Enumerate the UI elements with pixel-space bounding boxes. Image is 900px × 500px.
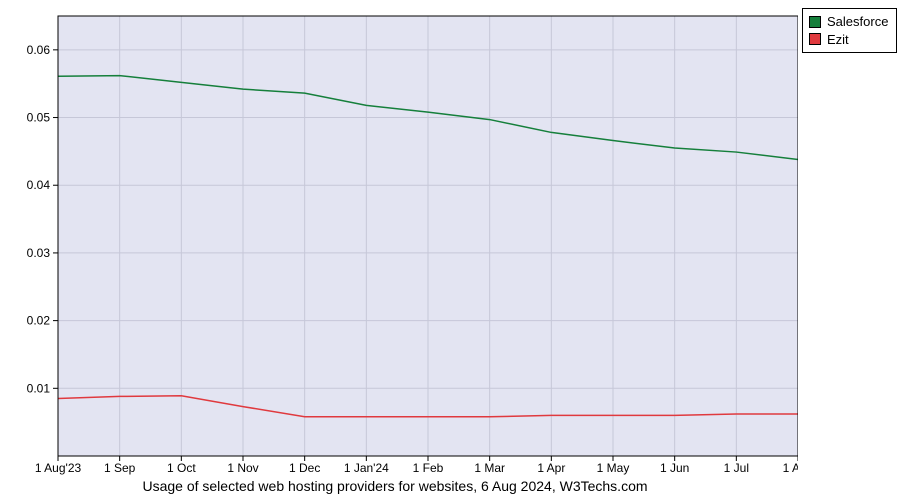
x-tick-label: 1 Jul	[724, 461, 749, 475]
legend: SalesforceEzit	[802, 8, 897, 53]
chart-container: 1 Aug'23 1 Sep 1 Oct 1 Nov 1 Dec 1 Jan'24 1 Fe…	[0, 0, 900, 500]
legend-item: Salesforce	[809, 13, 888, 31]
x-tick-label: 1 Apr	[537, 461, 565, 475]
chart-caption: Usage of selected web hosting providers …	[0, 478, 790, 494]
line-chart: 1 Aug'23 1 Sep 1 Oct 1 Nov 1 Dec 1 Jan'24 1 Fe…	[8, 8, 798, 478]
y-tick-label: 0.05	[27, 111, 51, 125]
x-tick-label: 1 Nov	[227, 461, 258, 475]
legend-item: Ezit	[809, 31, 888, 49]
y-tick-label: 0.06	[27, 43, 51, 57]
y-tick-label: 0.01	[27, 381, 51, 395]
legend-swatch	[809, 16, 821, 28]
y-tick-label: 0.02	[27, 314, 51, 328]
x-tick-label: 1 Dec	[289, 461, 320, 475]
x-tick-label: 1 Oct	[167, 461, 196, 475]
x-tick-label: 1 Jan'24	[344, 461, 389, 475]
x-tick-label: 1 Mar	[474, 461, 505, 475]
y-tick-label: 0.03	[27, 246, 51, 260]
legend-label: Salesforce	[827, 13, 888, 31]
x-tick-label: 1 Aug	[783, 461, 798, 475]
legend-swatch	[809, 33, 821, 45]
x-tick-label: 1 Sep	[104, 461, 136, 475]
x-tick-label: 1 Feb	[413, 461, 444, 475]
x-tick-label: 1 May	[597, 461, 630, 475]
legend-label: Ezit	[827, 31, 849, 49]
x-tick-label: 1 Aug'23	[35, 461, 82, 475]
y-tick-label: 0.04	[27, 178, 51, 192]
x-tick-label: 1 Jun	[660, 461, 689, 475]
